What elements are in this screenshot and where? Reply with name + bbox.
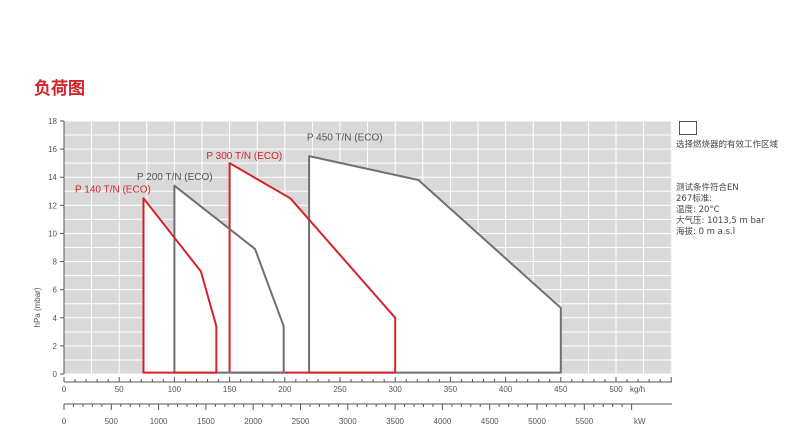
note-line: 测试条件符合EN xyxy=(676,183,739,193)
x-tick-label-kw: 1500 xyxy=(197,417,215,426)
x-tick-label-kgh: 200 xyxy=(278,385,292,394)
y-tick-label: 16 xyxy=(48,145,57,154)
x-tick-label-kw: 4000 xyxy=(434,417,452,426)
x-tick-label-kgh: 450 xyxy=(554,385,568,394)
y-tick-label: 0 xyxy=(53,370,58,379)
series-label: P 450 T/N (ECO) xyxy=(307,133,383,144)
x-tick-label-kw: 1000 xyxy=(150,417,168,426)
series-label: P 200 T/N (ECO) xyxy=(137,172,213,183)
series-outline xyxy=(173,184,285,374)
operating-area xyxy=(143,198,217,373)
series-label: P 140 T/N (ECO) xyxy=(75,185,151,196)
x-tick-label-kgh: 0 xyxy=(62,385,67,394)
x-tick-label-kgh: 400 xyxy=(499,385,513,394)
x-tick-label-kw: 2500 xyxy=(292,417,310,426)
x-tick-label-kgh: 100 xyxy=(168,385,182,394)
page-title: 负荷图 xyxy=(34,79,85,99)
x-tick-label-kgh: 250 xyxy=(333,385,347,394)
legend-swatch xyxy=(679,121,697,135)
x-tick-label-kgh: 150 xyxy=(223,385,237,394)
note-line: 大气压: 1013,5 m bar xyxy=(676,216,765,226)
x-tick-label-kgh: 50 xyxy=(115,385,124,394)
x-tick-label-kgh: 500 xyxy=(609,385,623,394)
x-tick-label-kgh: 350 xyxy=(444,385,458,394)
y-tick-label: 14 xyxy=(48,173,57,182)
x-tick-label-kw: 5000 xyxy=(528,417,546,426)
series-outline xyxy=(308,155,562,374)
legend-text: 选择燃烧器的有效工作区域 xyxy=(676,140,779,150)
x-tick-label-kw: 3500 xyxy=(386,417,404,426)
x-tick-label-kw: 500 xyxy=(105,417,119,426)
y-tick-label: 6 xyxy=(53,286,58,295)
x-tick-label-kw: 5500 xyxy=(575,417,593,426)
note-line: 267标准: xyxy=(676,194,713,204)
series-label: P 300 T/N (ECO) xyxy=(206,151,282,162)
series-outline xyxy=(142,197,218,374)
x-tick-label-kw: 4500 xyxy=(481,417,499,426)
y-tick-label: 8 xyxy=(53,258,58,267)
y-tick-label: 4 xyxy=(53,314,58,323)
y-axis-label: hPa (mbar) xyxy=(33,287,42,327)
x-tick-label-kw: 3000 xyxy=(339,417,357,426)
x-axis-unit-kgh: kg/h xyxy=(630,385,645,394)
note-line: 温度: 20°C xyxy=(676,205,720,215)
y-tick-label: 10 xyxy=(48,229,57,238)
x-tick-label-kw: 2000 xyxy=(244,417,262,426)
x-tick-label-kgh: 300 xyxy=(389,385,403,394)
x-axis-unit-kw: kW xyxy=(634,417,646,426)
x-tick-label-kw: 0 xyxy=(62,417,67,426)
test-conditions-notes: 测试条件符合EN 267标准: 温度: 20°C 大气压: 1013,5 m b… xyxy=(676,183,794,238)
y-tick-label: 12 xyxy=(48,201,57,210)
y-tick-label: 2 xyxy=(53,342,58,351)
series-outline xyxy=(228,162,397,374)
note-line: 海拔: 0 m a.s.l xyxy=(676,227,736,237)
y-tick-label: 18 xyxy=(48,117,57,126)
